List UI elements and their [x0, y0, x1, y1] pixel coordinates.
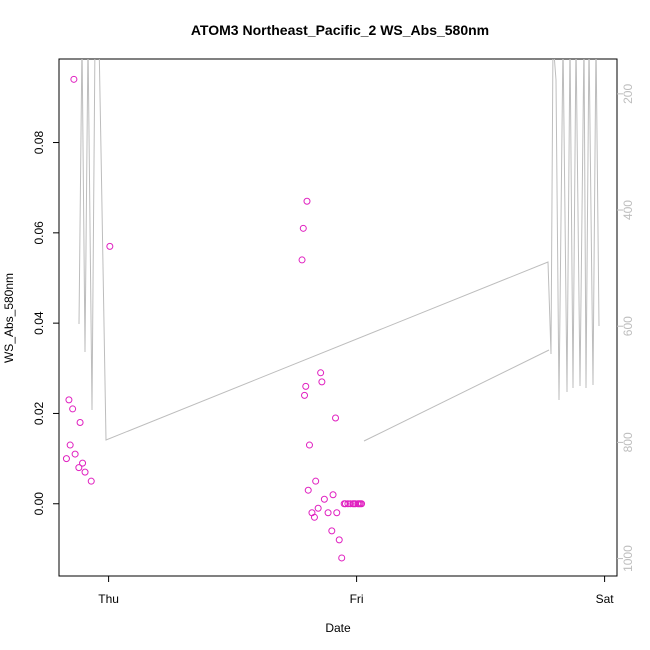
data-point	[314, 504, 322, 512]
altitude-line-1	[78, 59, 600, 441]
data-points	[62, 75, 366, 562]
y-right-tick-label: 1000	[621, 545, 635, 572]
y-axis-label: WS_Abs_580nm	[2, 273, 16, 363]
y-tick-label: 0.04	[32, 311, 46, 335]
data-point	[302, 382, 310, 390]
data-point	[341, 500, 349, 508]
data-point	[62, 455, 70, 463]
data-point	[303, 197, 311, 205]
x-tick-label: Sat	[596, 592, 615, 606]
data-point	[81, 468, 89, 476]
data-point	[71, 450, 79, 458]
y-axis-right: 200 400 600 800 1000	[617, 84, 635, 572]
data-point	[310, 513, 318, 521]
data-point	[317, 369, 325, 377]
data-point	[304, 486, 312, 494]
altitude-line-2	[363, 349, 550, 442]
altitude-trace	[78, 59, 600, 442]
x-axis-label: Date	[325, 621, 351, 635]
data-point	[324, 509, 332, 517]
data-point	[70, 75, 78, 83]
data-point	[332, 414, 340, 422]
data-point	[69, 405, 77, 413]
data-point	[335, 536, 343, 544]
data-point	[358, 500, 366, 508]
y-right-tick-label: 600	[621, 316, 635, 336]
y-tick-label: 0.02	[32, 401, 46, 425]
y-right-tick-label: 200	[621, 84, 635, 104]
y-tick-label: 0.00	[32, 492, 46, 516]
data-point	[76, 418, 84, 426]
data-point	[333, 509, 341, 517]
data-point	[346, 500, 354, 508]
data-point	[87, 477, 95, 485]
data-point	[312, 477, 320, 485]
data-point	[329, 491, 337, 499]
y-right-tick-label: 800	[621, 432, 635, 452]
data-point	[301, 391, 309, 399]
data-point	[79, 459, 87, 467]
data-point	[318, 378, 326, 386]
data-point	[338, 554, 346, 562]
data-point	[66, 441, 74, 449]
data-point	[328, 527, 336, 535]
data-point	[305, 441, 313, 449]
plot-frame	[58, 58, 618, 577]
x-tick-label: Thu	[98, 592, 119, 606]
y-tick-label: 0.06	[32, 221, 46, 245]
data-point	[106, 242, 114, 250]
y-tick-label: 0.08	[32, 131, 46, 155]
y-axis: 0.00 0.02 0.04 0.06 0.08	[32, 131, 59, 516]
x-tick-label: Fri	[350, 592, 364, 606]
y-right-tick-label: 400	[621, 200, 635, 220]
data-point	[75, 464, 83, 472]
data-point	[299, 224, 307, 232]
data-point	[65, 396, 73, 404]
x-axis: Thu Fri Sat	[98, 576, 614, 606]
data-point	[298, 256, 306, 264]
data-point	[320, 495, 328, 503]
chart-title: ATOM3 Northeast_Pacific_2 WS_Abs_580nm	[191, 22, 489, 38]
